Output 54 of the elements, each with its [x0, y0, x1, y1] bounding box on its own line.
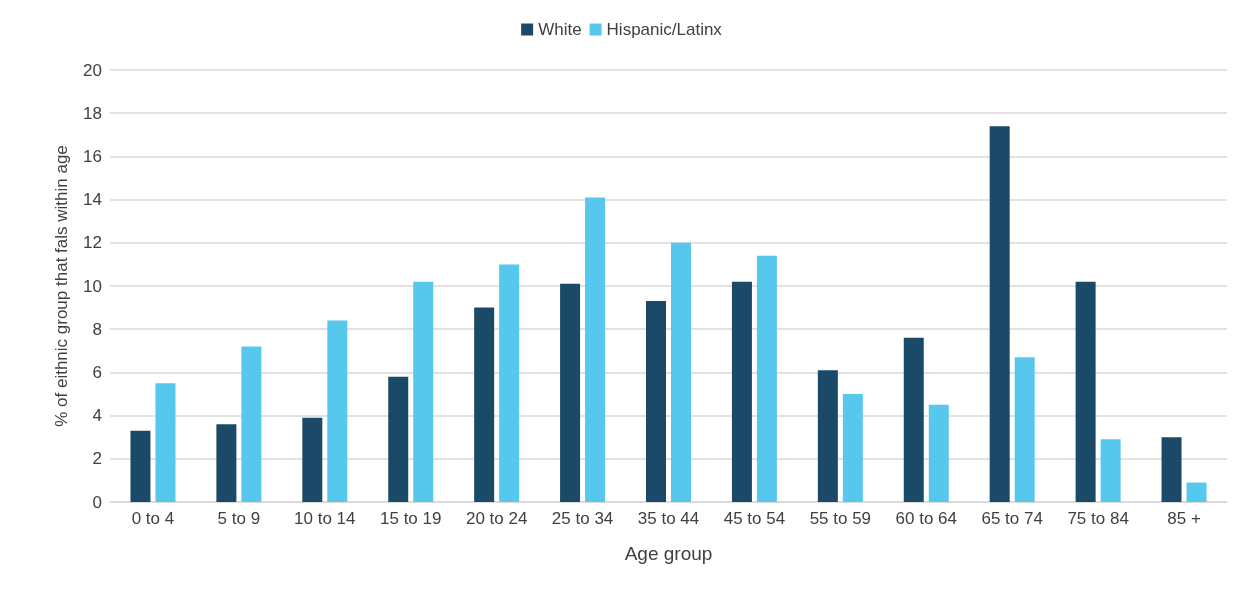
x-axis-title: Age group [624, 543, 713, 564]
bar [155, 383, 176, 502]
x-tick-label: 5 to 9 [217, 509, 261, 528]
bar [413, 281, 434, 502]
bar [646, 301, 666, 502]
bar [499, 264, 520, 502]
y-tick-label: 18 [83, 103, 102, 123]
y-tick-label: 2 [92, 449, 102, 469]
x-tick-label: 25 to 34 [551, 509, 614, 528]
bar [1075, 281, 1096, 502]
y-tick-label: 12 [83, 233, 102, 253]
bar [302, 417, 323, 502]
bar [1100, 439, 1121, 502]
bar [474, 307, 495, 502]
y-tick-label: 8 [92, 319, 102, 339]
x-tick-label: 35 to 44 [637, 509, 700, 528]
x-tick-label: 15 to 19 [380, 509, 442, 528]
bar [928, 404, 949, 502]
bar [560, 283, 581, 502]
x-tick-label: 0 to 4 [131, 509, 175, 528]
bar [731, 281, 752, 502]
y-axis-title: % of eithnic group that fals within age [52, 145, 71, 427]
x-tick-label: 20 to 24 [465, 509, 528, 528]
legend-label: White [538, 20, 582, 39]
bar [585, 197, 606, 502]
y-tick-label: 4 [92, 406, 102, 426]
legend-label: Hispanic/Latinx [606, 20, 723, 39]
y-tick-label: 0 [92, 492, 102, 512]
bar [216, 424, 237, 502]
y-tick-label: 20 [83, 60, 102, 80]
x-tick-label: 60 to 64 [895, 509, 957, 528]
bar [903, 337, 924, 502]
bar [1014, 357, 1035, 502]
x-tick-label: 85 + [1167, 509, 1201, 528]
x-tick-label: 65 to 74 [981, 509, 1043, 528]
bar [388, 376, 409, 502]
y-tick-label: 6 [92, 362, 102, 382]
bar [842, 394, 863, 502]
x-tick-label: 10 to 14 [294, 509, 356, 528]
bar [241, 346, 262, 502]
x-tick-label: 75 to 84 [1067, 509, 1129, 528]
bar [756, 255, 777, 502]
bar [1186, 482, 1207, 502]
y-tick-label: 16 [83, 146, 102, 166]
bar [327, 320, 348, 502]
bar [1161, 437, 1182, 502]
bar [989, 126, 1010, 502]
y-tick-label: 14 [83, 190, 102, 210]
y-tick-label: 10 [83, 276, 102, 296]
bar [130, 430, 151, 502]
bar [671, 242, 691, 502]
bar [817, 370, 838, 502]
x-tick-label: 45 to 54 [723, 509, 786, 528]
x-tick-label: 55 to 59 [809, 509, 872, 528]
